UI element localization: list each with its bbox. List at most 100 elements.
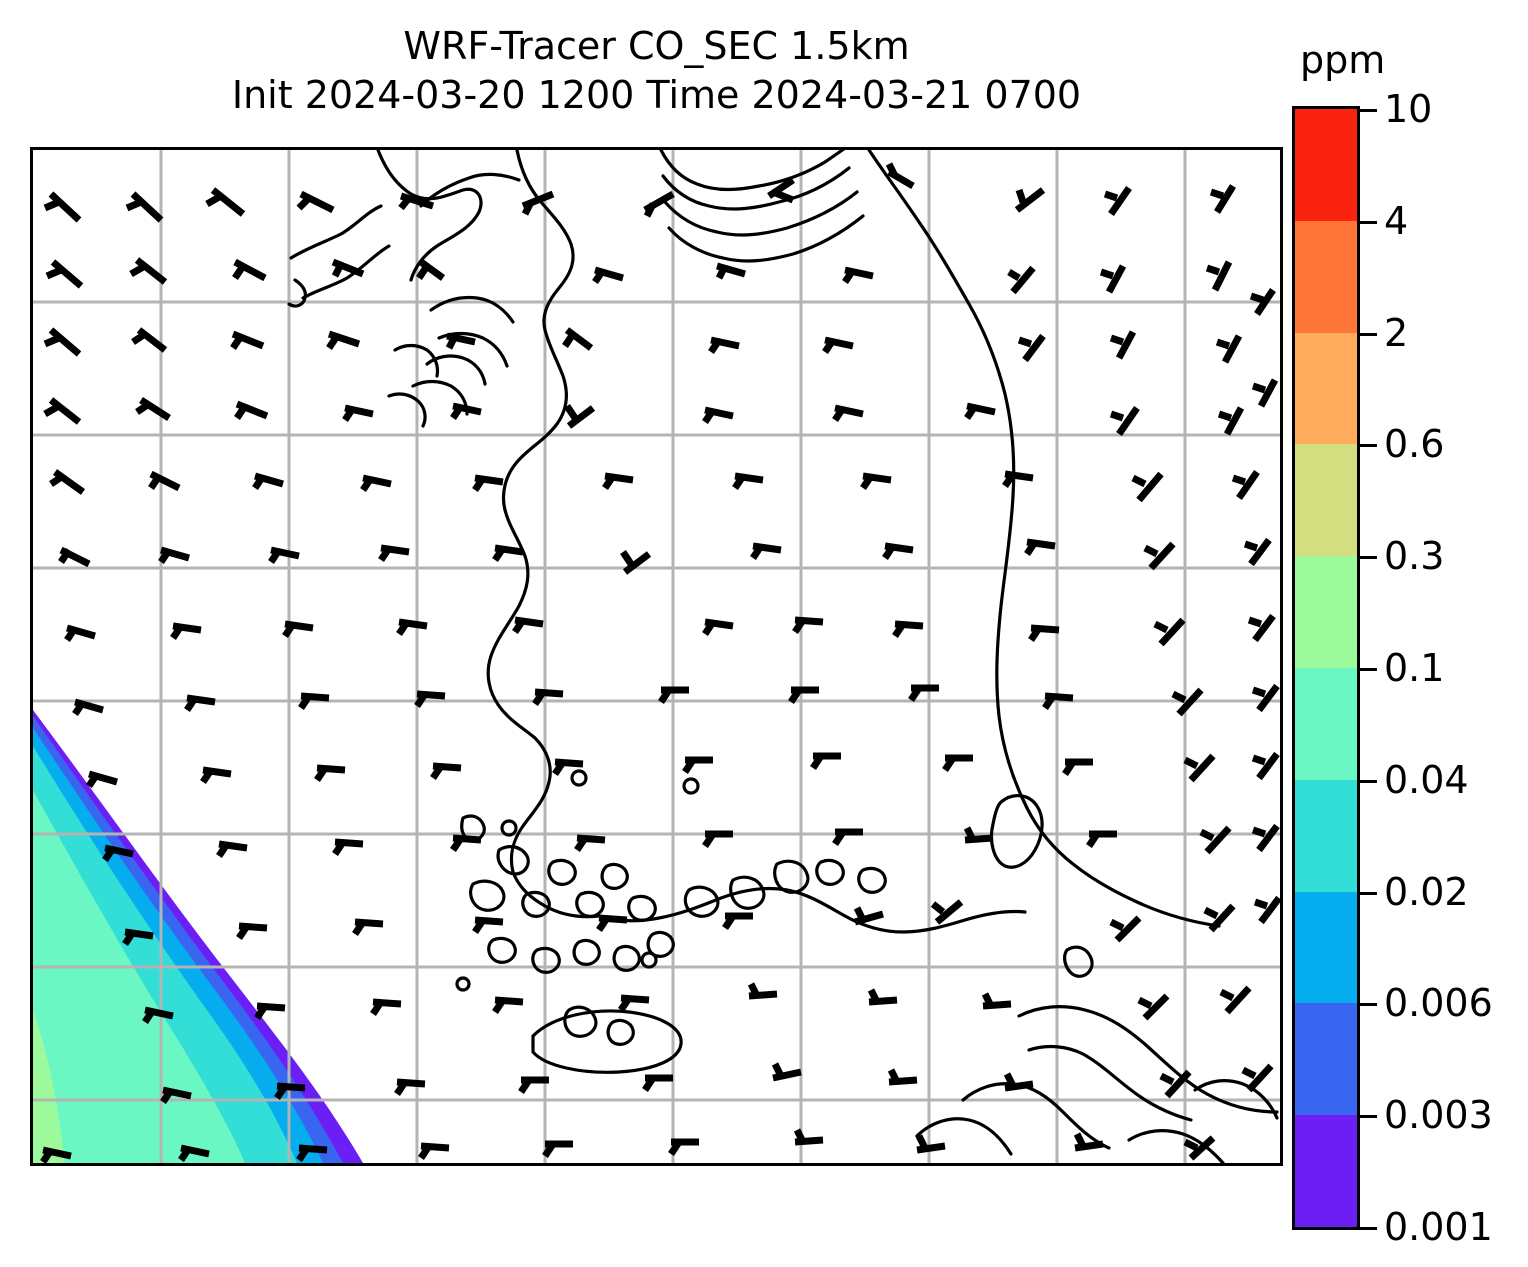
wind-barb: [135, 397, 171, 421]
wind-barb: [1251, 378, 1279, 408]
coast-nw-1: [376, 150, 483, 282]
coast-s-1: [597, 886, 847, 923]
island-e: [547, 858, 577, 886]
colorbar-tick-label-10: 0.001: [1384, 1205, 1493, 1249]
coast-kyushu-3: [961, 1082, 1111, 1150]
coast-ne-2: [661, 166, 851, 211]
wind-barb: [1249, 288, 1276, 316]
island-tsushima: [989, 794, 1044, 869]
wind-barb: [282, 620, 314, 638]
colorbar-tick-1: [1360, 220, 1377, 224]
wind-barb: [1099, 264, 1127, 294]
wind-barb: [1024, 538, 1056, 556]
wind-barb: [200, 766, 232, 784]
map-svg: [33, 150, 1280, 1163]
colorbar-bar[interactable]: [1292, 106, 1360, 1230]
wind-barb: [254, 1002, 286, 1020]
wind-barb: [398, 192, 435, 211]
colorbar-tick-label-4: 0.3: [1384, 534, 1445, 579]
wind-barb: [43, 397, 82, 425]
wind-barb: [964, 402, 996, 420]
wind-barb: [1241, 1063, 1274, 1093]
wind-barb: [1205, 260, 1233, 292]
coast-w-2: [486, 508, 530, 708]
title-line-1: WRF-Tracer CO_SEC 1.5km: [403, 24, 910, 68]
wind-barb: [1062, 758, 1093, 776]
colorbar-band-9: [1295, 1115, 1357, 1227]
wind-barb: [378, 544, 410, 562]
wind-barb: [832, 404, 864, 422]
wind-barb: [1014, 187, 1046, 213]
wind-barb: [314, 764, 346, 782]
island-jeju: [531, 1009, 683, 1074]
wind-barb: [620, 550, 652, 575]
wind-barb: [45, 259, 84, 289]
wind-barb: [332, 838, 364, 856]
wind-barb: [1109, 330, 1137, 360]
wind-barb: [40, 1146, 72, 1163]
wind-barb: [552, 758, 584, 776]
page-title: WRF-Tracer CO_SEC 1.5km Init 2024-03-20 …: [30, 22, 1283, 120]
coast-estuary-3: [425, 354, 487, 386]
wind-barb: [1042, 692, 1074, 710]
wind-barb: [178, 1144, 210, 1162]
wind-barb: [86, 770, 118, 788]
wind-barb: [170, 622, 202, 640]
colorbar[interactable]: ppm 10 4 2 0.6 0.3 0.1 0.04 0.02 0.006 0.003 0.001: [1292, 38, 1528, 1249]
island-dot-3: [500, 819, 518, 837]
wind-barb: [216, 840, 248, 858]
wind-barb: [1243, 537, 1272, 567]
coastline-overlay: [287, 150, 1279, 1163]
colorbar-band-6: [1295, 779, 1357, 892]
wind-barb: [1251, 683, 1280, 713]
wind-barb: [963, 826, 994, 844]
contour-band-0.1: [33, 1010, 65, 1163]
wind-barb: [722, 912, 753, 930]
wind-barb: [915, 1134, 946, 1154]
wind-barb: [298, 692, 330, 710]
wind-barb: [129, 257, 168, 285]
wind-barb: [1253, 895, 1280, 925]
wind-barb: [532, 688, 564, 706]
coast-s-2: [843, 909, 1027, 934]
wind-barb: [930, 899, 964, 925]
island-n: [683, 885, 720, 918]
map-gridlines: [33, 150, 1280, 1163]
wind-barb: [521, 190, 555, 216]
wind-barb: [1203, 903, 1236, 933]
wind-barb: [592, 266, 624, 284]
colorbar-tick-label-7: 0.02: [1384, 869, 1469, 914]
wind-barb: [1231, 470, 1260, 500]
wind-barb: [771, 1062, 802, 1082]
colorbar-tick-label-8: 0.006: [1384, 981, 1493, 1026]
wind-barb: [125, 191, 164, 223]
wind-barb: [445, 332, 476, 350]
wind-barb: [416, 259, 446, 281]
wind-barb: [810, 752, 841, 770]
wind-barb: [564, 404, 596, 429]
wind-barb: [596, 914, 628, 932]
map-panel[interactable]: [30, 147, 1283, 1166]
wind-barb: [658, 686, 689, 704]
wind-barb: [158, 546, 190, 564]
colorbar-tick-7: [1360, 891, 1377, 895]
title-line-2: Init 2024-03-20 1200 Time 2024-03-21 070…: [231, 73, 1082, 117]
island-j: [531, 946, 561, 974]
coast-nw-2: [301, 244, 391, 300]
coast-w-1: [501, 328, 568, 512]
colorbar-tick-10: [1360, 1227, 1377, 1230]
colorbar-tick-3: [1360, 444, 1377, 448]
wind-barb: [43, 191, 82, 223]
island-se-a: [1063, 945, 1094, 978]
wind-barb: [882, 542, 914, 560]
coast-nw-3: [289, 204, 383, 260]
colorbar-band-5: [1295, 667, 1357, 780]
island-c: [469, 879, 506, 912]
coast-n-2: [515, 150, 575, 332]
wind-barb: [715, 262, 746, 280]
wind-barb: [1017, 333, 1046, 363]
wind-barb: [64, 624, 96, 642]
wind-barb: [702, 830, 733, 848]
wind-barb: [1209, 184, 1236, 214]
island-h: [627, 894, 657, 922]
